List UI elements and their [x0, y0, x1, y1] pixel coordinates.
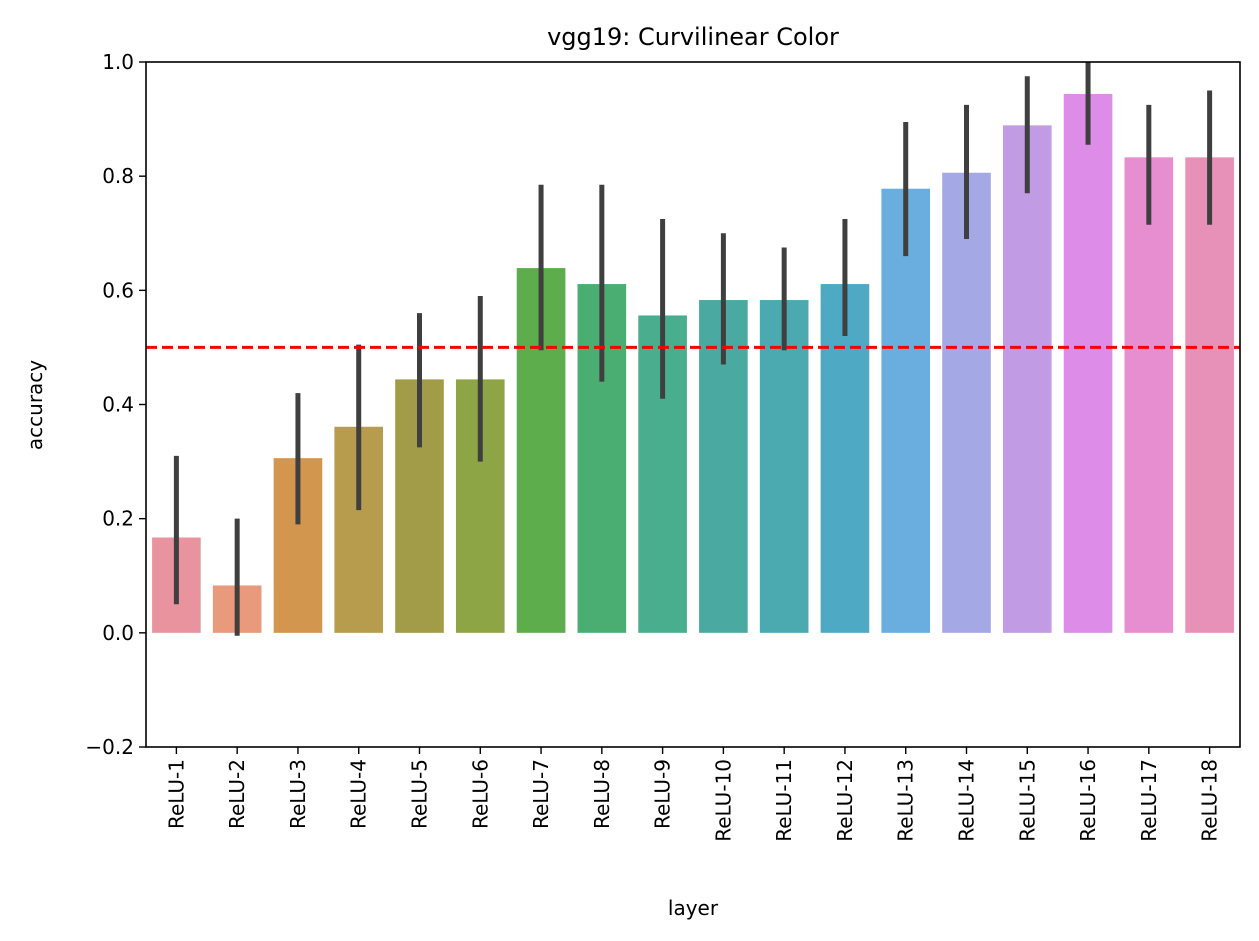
x-tick-label-ReLU-3: ReLU-3 [286, 759, 310, 829]
x-tick-label-ReLU-1: ReLU-1 [164, 759, 188, 829]
chart-title: vgg19: Curvilinear Color [547, 23, 839, 51]
x-tick-label-ReLU-8: ReLU-8 [590, 759, 614, 829]
y-tick-label: 1.0 [102, 50, 134, 74]
bar-ReLU-13 [881, 188, 931, 633]
bar-ReLU-17 [1124, 157, 1174, 633]
bars-group [152, 93, 1234, 633]
y-tick-label: 0.6 [102, 278, 134, 302]
x-tick-label-ReLU-12: ReLU-12 [833, 759, 857, 842]
x-tick-label-ReLU-14: ReLU-14 [955, 759, 979, 842]
x-tick-label-ReLU-16: ReLU-16 [1076, 759, 1100, 842]
x-tick-label-ReLU-6: ReLU-6 [468, 759, 492, 829]
y-axis: −0.2 0.0 0.2 0.4 0.6 0.8 1.0 [85, 50, 146, 759]
x-tick-label-ReLU-10: ReLU-10 [711, 759, 735, 842]
x-tick-label-ReLU-9: ReLU-9 [651, 759, 675, 829]
bar-ReLU-18 [1185, 157, 1234, 633]
bar-ReLU-16 [1063, 93, 1113, 633]
x-tick-label-ReLU-4: ReLU-4 [347, 759, 371, 829]
y-tick-label: 0.2 [102, 507, 134, 531]
bar-ReLU-12 [820, 284, 870, 633]
y-tick-label: −0.2 [85, 735, 134, 759]
x-tick-label-ReLU-17: ReLU-17 [1137, 759, 1161, 842]
y-tick-label: 0.0 [102, 621, 134, 645]
x-tick-label-ReLU-2: ReLU-2 [225, 759, 249, 829]
errorbars-group [173, 62, 1213, 636]
x-tick-label-ReLU-11: ReLU-11 [772, 759, 796, 842]
bar-ReLU-15 [1002, 125, 1052, 633]
y-tick-label: 0.4 [102, 393, 134, 417]
x-tick-label-ReLU-18: ReLU-18 [1198, 759, 1222, 842]
bar-ReLU-11 [759, 300, 809, 633]
x-axis: ReLU-1 ReLU-2 ReLU-3 ReLU-4 ReLU-5 ReLU-6 ReLU… [164, 747, 1222, 842]
x-axis-label: layer [668, 896, 719, 920]
x-tick-label-ReLU-7: ReLU-7 [529, 759, 553, 829]
y-axis-label: accuracy [23, 360, 47, 450]
y-tick-label: 0.8 [102, 164, 134, 188]
bar-ReLU-14 [942, 172, 991, 633]
x-tick-label-ReLU-13: ReLU-13 [894, 759, 918, 842]
x-tick-label-ReLU-15: ReLU-15 [1015, 759, 1039, 842]
x-tick-label-ReLU-5: ReLU-5 [408, 759, 432, 829]
